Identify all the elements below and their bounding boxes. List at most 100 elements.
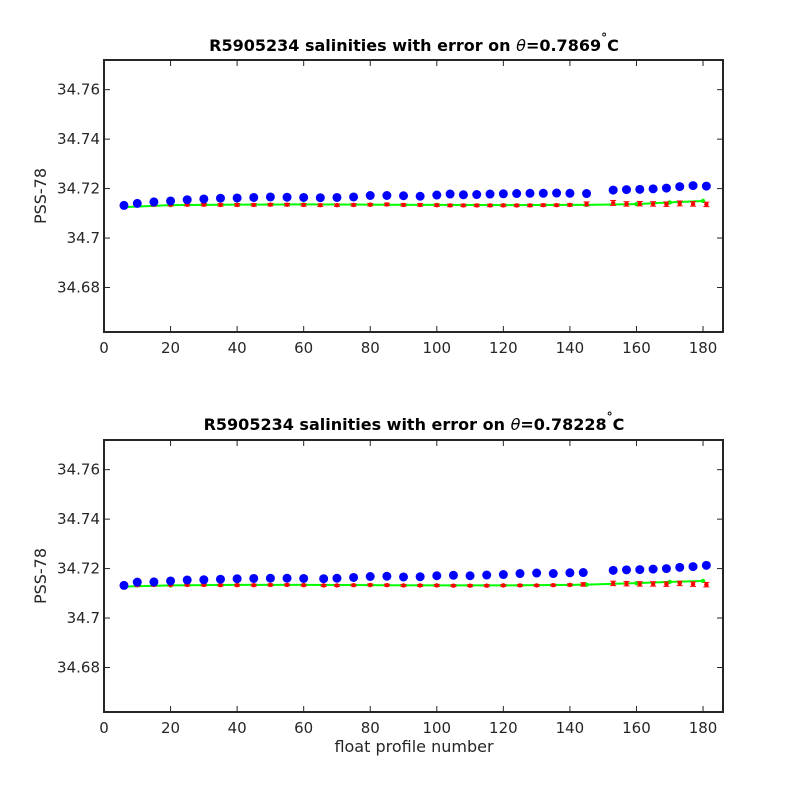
bottom-chart-observed-point	[149, 577, 159, 587]
top-chart-observed-point	[132, 198, 142, 208]
bottom-chart-mapped-point	[401, 583, 406, 588]
top-chart-observed-point	[512, 189, 522, 199]
top-chart-observed-point	[299, 192, 309, 202]
top-chart-observed-point	[582, 189, 592, 199]
bottom-chart-observed-point	[432, 571, 442, 581]
top-chart-x-tick-label: 0	[99, 339, 109, 357]
top-chart-mapped-point	[201, 202, 207, 207]
top-chart-mapped-point	[624, 201, 629, 207]
bottom-chart-y-tick-label: 34.74	[57, 510, 100, 528]
top-chart-mapped-point	[351, 202, 356, 208]
top-chart-mapped-point	[234, 202, 240, 208]
top-chart-plot-area: 0 20 40 60 80 100 120 140 160 180 34.68 34.7 34.72 34…	[57, 59, 724, 357]
bottom-chart-mapped-point	[234, 582, 240, 588]
top-chart-x-tick-label: 40	[228, 339, 247, 357]
top-chart-mapped-point	[704, 202, 709, 207]
bottom-chart-observed-point	[249, 573, 259, 583]
top-chart-mapped-point	[690, 201, 696, 207]
top-chart-mapped-point	[664, 201, 669, 207]
top-chart-observed-point	[661, 183, 671, 193]
top-chart-observed-point	[415, 191, 425, 201]
bottom-chart-observed-point	[182, 575, 192, 585]
bottom-chart-mapped-point	[517, 583, 523, 588]
top-chart-x-tick-label: 180	[689, 339, 718, 357]
top-chart-observed-point	[282, 192, 292, 202]
bottom-chart-mapped-point	[677, 581, 682, 586]
bottom-chart-x-tick-label: 100	[422, 719, 451, 737]
bottom-chart-mapped-point	[301, 582, 306, 588]
bottom-chart-observed-point	[382, 571, 392, 581]
bottom-chart-mapped-point	[551, 582, 556, 588]
top-chart-mapped-point	[514, 203, 519, 208]
top-chart-observed-point	[525, 188, 535, 198]
top-chart-y-tick-label: 34.74	[57, 130, 100, 148]
bottom-chart-mapped-point	[610, 581, 616, 586]
top-chart-x-tick-label: 140	[556, 339, 585, 357]
bottom-chart-observed-point	[199, 575, 209, 585]
top-chart-mapped-point	[368, 202, 373, 207]
top-chart-mapped-point	[474, 203, 479, 208]
bottom-chart-mapped-point	[704, 582, 709, 587]
top-chart-calibrated-line	[123, 199, 704, 209]
bottom-chart-observed-point	[319, 574, 329, 584]
top-chart-observed-point	[215, 193, 225, 203]
top-chart-observed-point	[648, 184, 658, 194]
top-chart-observed-point	[166, 196, 176, 206]
top-chart-mapped-point	[584, 201, 589, 207]
top-chart-observed-point	[675, 182, 685, 192]
bottom-chart-observed-point	[299, 573, 309, 583]
top-chart-mapped-point	[447, 203, 453, 208]
top-chart-y-tick-label: 34.68	[57, 278, 100, 296]
top-chart-mapped-point	[650, 201, 656, 207]
bottom-chart-observed-point	[648, 564, 658, 574]
top-chart-observed-point	[232, 193, 242, 203]
bottom-chart-observed-point	[608, 565, 618, 575]
top-chart-mapped-point	[461, 203, 466, 208]
top-chart-mapped-point	[384, 202, 390, 207]
bottom-chart-mapped-point	[637, 581, 643, 587]
bottom-chart-mapped-point	[581, 582, 586, 587]
top-chart-panel: R5905234 salinities with error on θ=0.78…	[31, 31, 724, 357]
top-chart-observed-point	[701, 181, 711, 191]
top-chart-mapped-point	[487, 203, 493, 208]
top-chart-mapped-point	[554, 202, 559, 208]
bottom-chart-mapped-point	[467, 583, 473, 588]
bottom-chart-mapped-point	[334, 583, 340, 588]
bottom-chart-ylabel: PSS-78	[31, 548, 50, 604]
bottom-chart-mapped-point	[484, 583, 489, 588]
top-chart-mapped-point	[401, 202, 406, 208]
top-chart-x-tick-label: 160	[622, 339, 651, 357]
top-chart-mapped-point	[610, 200, 616, 206]
top-chart-mapped-point	[637, 201, 643, 206]
bottom-chart-observed-point	[675, 562, 685, 572]
bottom-chart-observed-point	[215, 574, 225, 584]
bottom-chart-observed-point	[282, 573, 292, 583]
bottom-chart-mapped-point	[384, 582, 390, 588]
top-chart-x-tick-label: 20	[161, 339, 180, 357]
bottom-chart-observed-point	[688, 562, 698, 572]
bottom-chart-observed-point	[578, 568, 588, 578]
bottom-chart-x-tick-label: 140	[556, 719, 585, 737]
bottom-chart-mapped-point	[251, 582, 256, 588]
bottom-chart-x-tick-label: 120	[489, 719, 518, 737]
top-chart-observed-point	[608, 185, 618, 195]
top-chart-mapped-point	[434, 202, 439, 208]
top-chart-x-tick-label: 60	[294, 339, 313, 357]
bottom-chart-observed-point	[548, 569, 558, 579]
top-chart-observed-point	[199, 194, 209, 204]
top-chart-mapped-point	[567, 202, 573, 208]
bottom-chart-observed-point	[532, 568, 542, 578]
bottom-chart-observed-point	[448, 570, 458, 580]
bottom-chart-x-tick-label: 60	[294, 719, 313, 737]
top-chart-observed-point	[552, 188, 562, 198]
bottom-chart-observed-point	[365, 571, 375, 581]
bottom-chart-observed-point	[119, 580, 129, 590]
top-chart-observed-point	[332, 192, 342, 202]
bottom-chart-x-tick-label: 20	[161, 719, 180, 737]
bottom-chart-observed-point	[498, 570, 508, 580]
bottom-chart-x-tick-label: 160	[622, 719, 651, 737]
bottom-chart-mapped-point	[368, 582, 373, 588]
top-chart-observed-point	[182, 195, 192, 205]
bottom-chart-observed-point	[565, 568, 575, 578]
top-chart-observed-point	[688, 181, 698, 191]
